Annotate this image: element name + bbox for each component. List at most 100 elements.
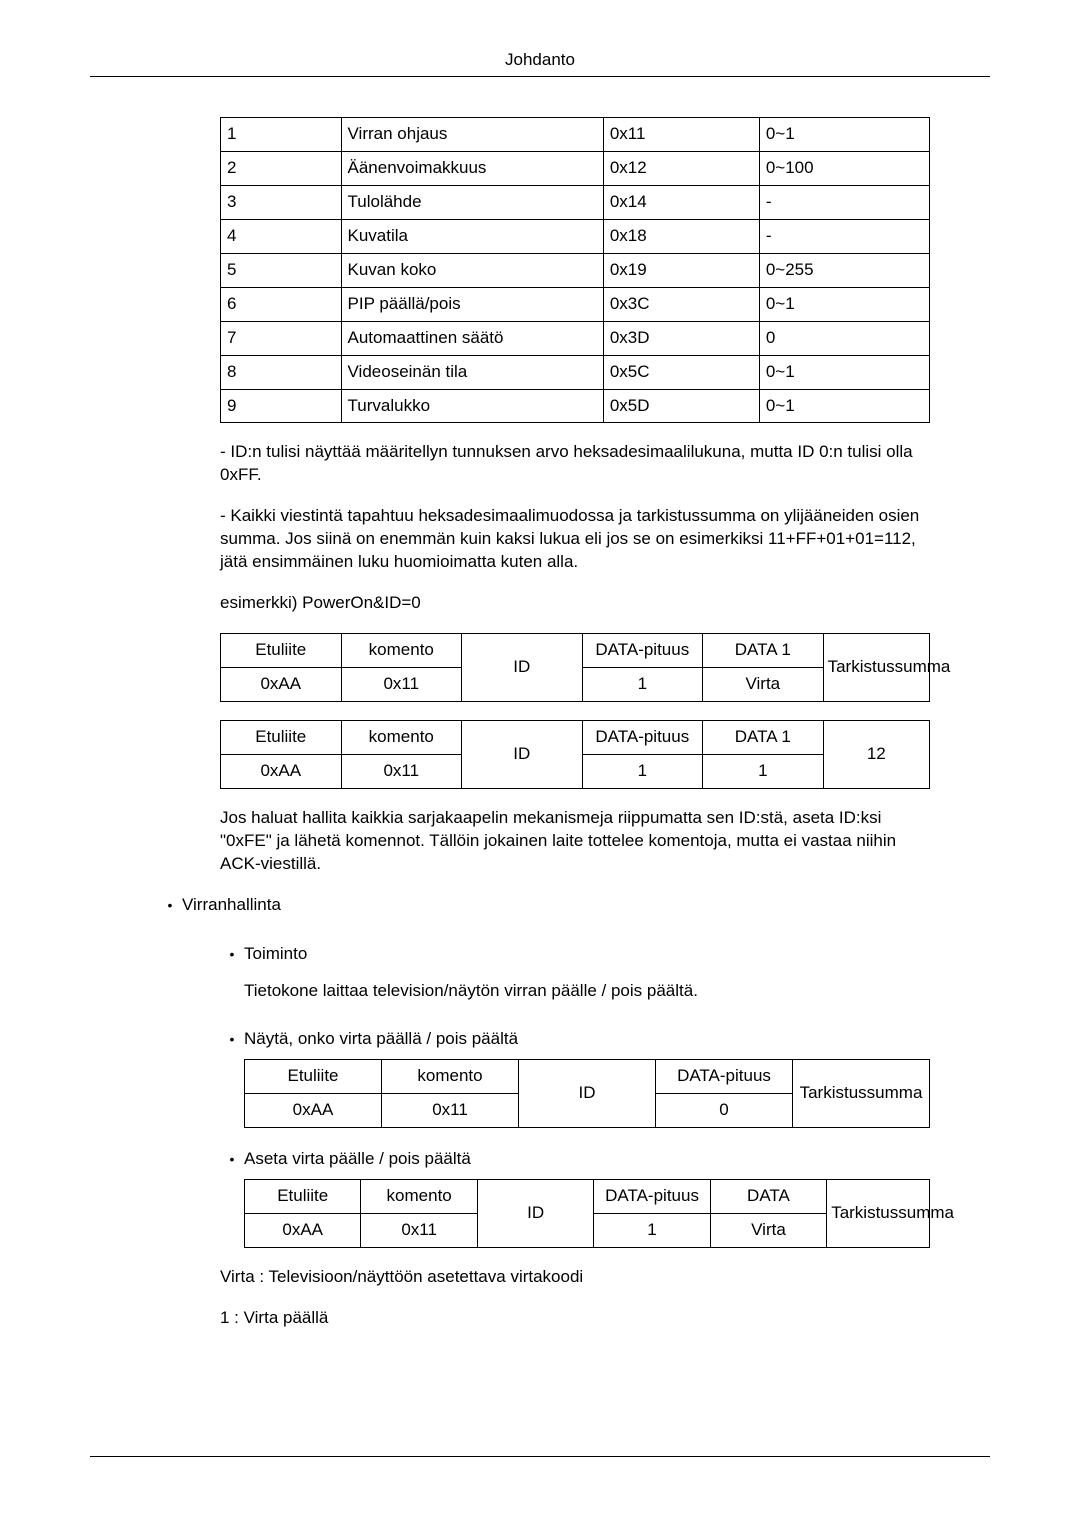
content-area: 1Virran ohjaus0x110~12Äänenvoimakkuus0x1… — [220, 117, 930, 1330]
cell: DATA-pituus — [656, 1060, 793, 1094]
table-row: 4Kuvatila0x18- — [221, 219, 930, 253]
table-cell: PIP päällä/pois — [341, 287, 603, 321]
footer-rule — [90, 1456, 990, 1457]
table-cell: 0x19 — [603, 253, 759, 287]
table-row: 8Videoseinän tila0x5C0~1 — [221, 355, 930, 389]
command-table: 1Virran ohjaus0x110~12Äänenvoimakkuus0x1… — [220, 117, 930, 423]
virta-description: Virta : Televisioon/näyttöön asetettava … — [220, 1266, 930, 1289]
table-row: 1Virran ohjaus0x110~1 — [221, 118, 930, 152]
table-cell: 0~1 — [759, 118, 929, 152]
table-cell: Kuvatila — [341, 219, 603, 253]
table-cell: 3 — [221, 185, 342, 219]
table-cell: 0~100 — [759, 151, 929, 185]
cell: Tarkistussumma — [793, 1060, 930, 1128]
table-cell: 2 — [221, 151, 342, 185]
subsection-title: Aseta virta päälle / pois päältä — [244, 1148, 930, 1171]
cell: 0x11 — [361, 1214, 477, 1248]
cell: ID — [519, 1060, 656, 1128]
id-note-paragraph: - ID:n tulisi näyttää määritellyn tunnuk… — [220, 441, 930, 487]
cell: 1 — [582, 668, 703, 702]
cell: DATA-pituus — [582, 720, 703, 754]
cell: DATA 1 — [703, 720, 824, 754]
page-header: Johdanto — [90, 50, 990, 77]
cell: 1 — [594, 1214, 710, 1248]
table-cell: 0~1 — [759, 355, 929, 389]
table-row: 2Äänenvoimakkuus0x120~100 — [221, 151, 930, 185]
table-cell: 5 — [221, 253, 342, 287]
cell: DATA-pituus — [594, 1180, 710, 1214]
table-cell: 0 — [759, 321, 929, 355]
table-row: 7Automaattinen säätö0x3D0 — [221, 321, 930, 355]
table-cell: 0x3C — [603, 287, 759, 321]
subsection-show-power: • Näytä, onko virta päällä / pois päältä — [220, 1028, 930, 1051]
cell: 1 — [582, 754, 703, 788]
cell: DATA 1 — [703, 634, 824, 668]
bullet-icon: • — [158, 894, 182, 916]
cell: 0 — [656, 1094, 793, 1128]
cell: 0xAA — [221, 668, 342, 702]
table-cell: 0x5D — [603, 389, 759, 423]
subsection-title: Näytä, onko virta päällä / pois päältä — [244, 1028, 930, 1051]
example-label: esimerkki) PowerOn&ID=0 — [220, 592, 930, 615]
table-row: 3Tulolähde0x14- — [221, 185, 930, 219]
table-cell: 0~1 — [759, 287, 929, 321]
table-cell: 6 — [221, 287, 342, 321]
page: Johdanto 1Virran ohjaus0x110~12Äänenvoim… — [0, 0, 1080, 1527]
cell: 0xAA — [245, 1214, 361, 1248]
table-cell: 0x14 — [603, 185, 759, 219]
protocol-table-example-a: Etuliite komento ID DATA-pituus DATA 1 T… — [220, 633, 930, 702]
table-cell: 0x3D — [603, 321, 759, 355]
bullet-icon: • — [220, 943, 244, 965]
bullet-icon: • — [220, 1148, 244, 1170]
cell: Etuliite — [221, 634, 342, 668]
table-cell: 1 — [221, 118, 342, 152]
cell: Virta — [703, 668, 824, 702]
cell: Etuliite — [245, 1180, 361, 1214]
table-cell: - — [759, 185, 929, 219]
table-cell: - — [759, 219, 929, 253]
table-cell: Automaattinen säätö — [341, 321, 603, 355]
table-cell: 8 — [221, 355, 342, 389]
cell: 0x11 — [341, 668, 462, 702]
table-cell: 0x5C — [603, 355, 759, 389]
cell: 12 — [823, 720, 929, 788]
cell: 0x11 — [341, 754, 462, 788]
section-title: Virranhallinta — [182, 894, 930, 917]
protocol-table-example-b: Etuliite komento ID DATA-pituus DATA 1 1… — [220, 720, 930, 789]
cell: ID — [462, 720, 583, 788]
table-cell: Tulolähde — [341, 185, 603, 219]
table-cell: 9 — [221, 389, 342, 423]
bullet-icon: • — [220, 1028, 244, 1050]
table-cell: Kuvan koko — [341, 253, 603, 287]
cell: Etuliite — [245, 1060, 382, 1094]
function-description: Tietokone laittaa television/näytön virr… — [244, 980, 930, 1003]
table-cell: Äänenvoimakkuus — [341, 151, 603, 185]
cell: komento — [382, 1060, 519, 1094]
cell: Tarkistussumma — [823, 634, 929, 702]
table-cell: Turvalukko — [341, 389, 603, 423]
cell: Etuliite — [221, 720, 342, 754]
header-title: Johdanto — [505, 50, 575, 69]
table-cell: 0~1 — [759, 389, 929, 423]
table-cell: 4 — [221, 219, 342, 253]
cell: komento — [341, 634, 462, 668]
cell: komento — [341, 720, 462, 754]
virta-on-value: 1 : Virta päällä — [220, 1307, 930, 1330]
table-cell: 0~255 — [759, 253, 929, 287]
cell: Tarkistussumma — [827, 1180, 930, 1248]
subsection-function: • Toiminto — [220, 943, 930, 966]
table-row: 6PIP päällä/pois0x3C0~1 — [221, 287, 930, 321]
cell: Virta — [710, 1214, 826, 1248]
section-power-control: • Virranhallinta — [158, 894, 930, 917]
table-cell: Virran ohjaus — [341, 118, 603, 152]
broadcast-paragraph: Jos haluat hallita kaikkia sarjakaapelin… — [220, 807, 930, 876]
cell: 0xAA — [221, 754, 342, 788]
cell: DATA — [710, 1180, 826, 1214]
cell: komento — [361, 1180, 477, 1214]
protocol-table-get-power: Etuliite komento ID DATA-pituus Tarkistu… — [244, 1059, 930, 1128]
cell: ID — [462, 634, 583, 702]
cell: 0x11 — [382, 1094, 519, 1128]
protocol-table-set-power: Etuliite komento ID DATA-pituus DATA Tar… — [244, 1179, 930, 1248]
table-cell: 0x11 — [603, 118, 759, 152]
table-row: 5Kuvan koko0x190~255 — [221, 253, 930, 287]
